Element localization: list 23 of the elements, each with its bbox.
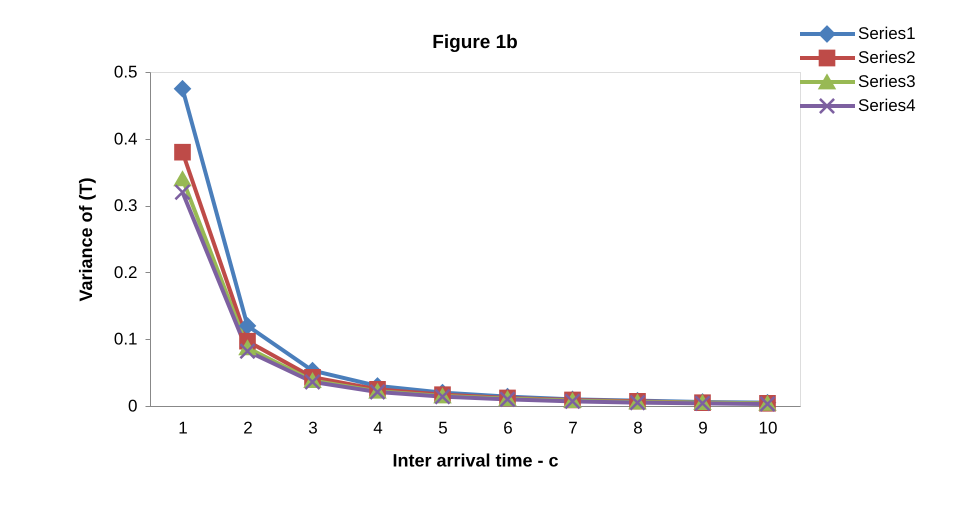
x-axis-title: Inter arrival time - c — [392, 450, 559, 470]
y-tick-label: 0.2 — [114, 262, 138, 282]
x-tick-label: 5 — [438, 418, 448, 438]
x-tick-label: 8 — [633, 418, 643, 438]
y-tick-label: 0.1 — [114, 330, 138, 349]
y-tick-label: 0 — [128, 396, 138, 416]
x-tick-label: 1 — [178, 418, 188, 438]
legend-label: Series2 — [858, 48, 916, 67]
legend-label: Series1 — [858, 24, 916, 43]
y-tick-label: 0.4 — [114, 129, 138, 148]
x-tick-label: 10 — [758, 418, 778, 438]
y-axis-title: Variance of (T) — [76, 177, 96, 302]
x-tick-label: 2 — [243, 418, 253, 438]
chart-title: Figure 1b — [432, 32, 518, 53]
x-tick-label: 4 — [373, 418, 383, 438]
y-tick-label: 0.5 — [114, 62, 138, 82]
x-tick-label: 3 — [308, 418, 318, 438]
legend-label: Series3 — [858, 72, 916, 91]
legend-label: Series4 — [858, 96, 916, 115]
x-tick-label: 6 — [503, 418, 513, 438]
x-tick-label: 9 — [698, 418, 708, 438]
x-tick-label: 7 — [568, 418, 578, 438]
y-tick-label: 0.3 — [114, 196, 138, 216]
